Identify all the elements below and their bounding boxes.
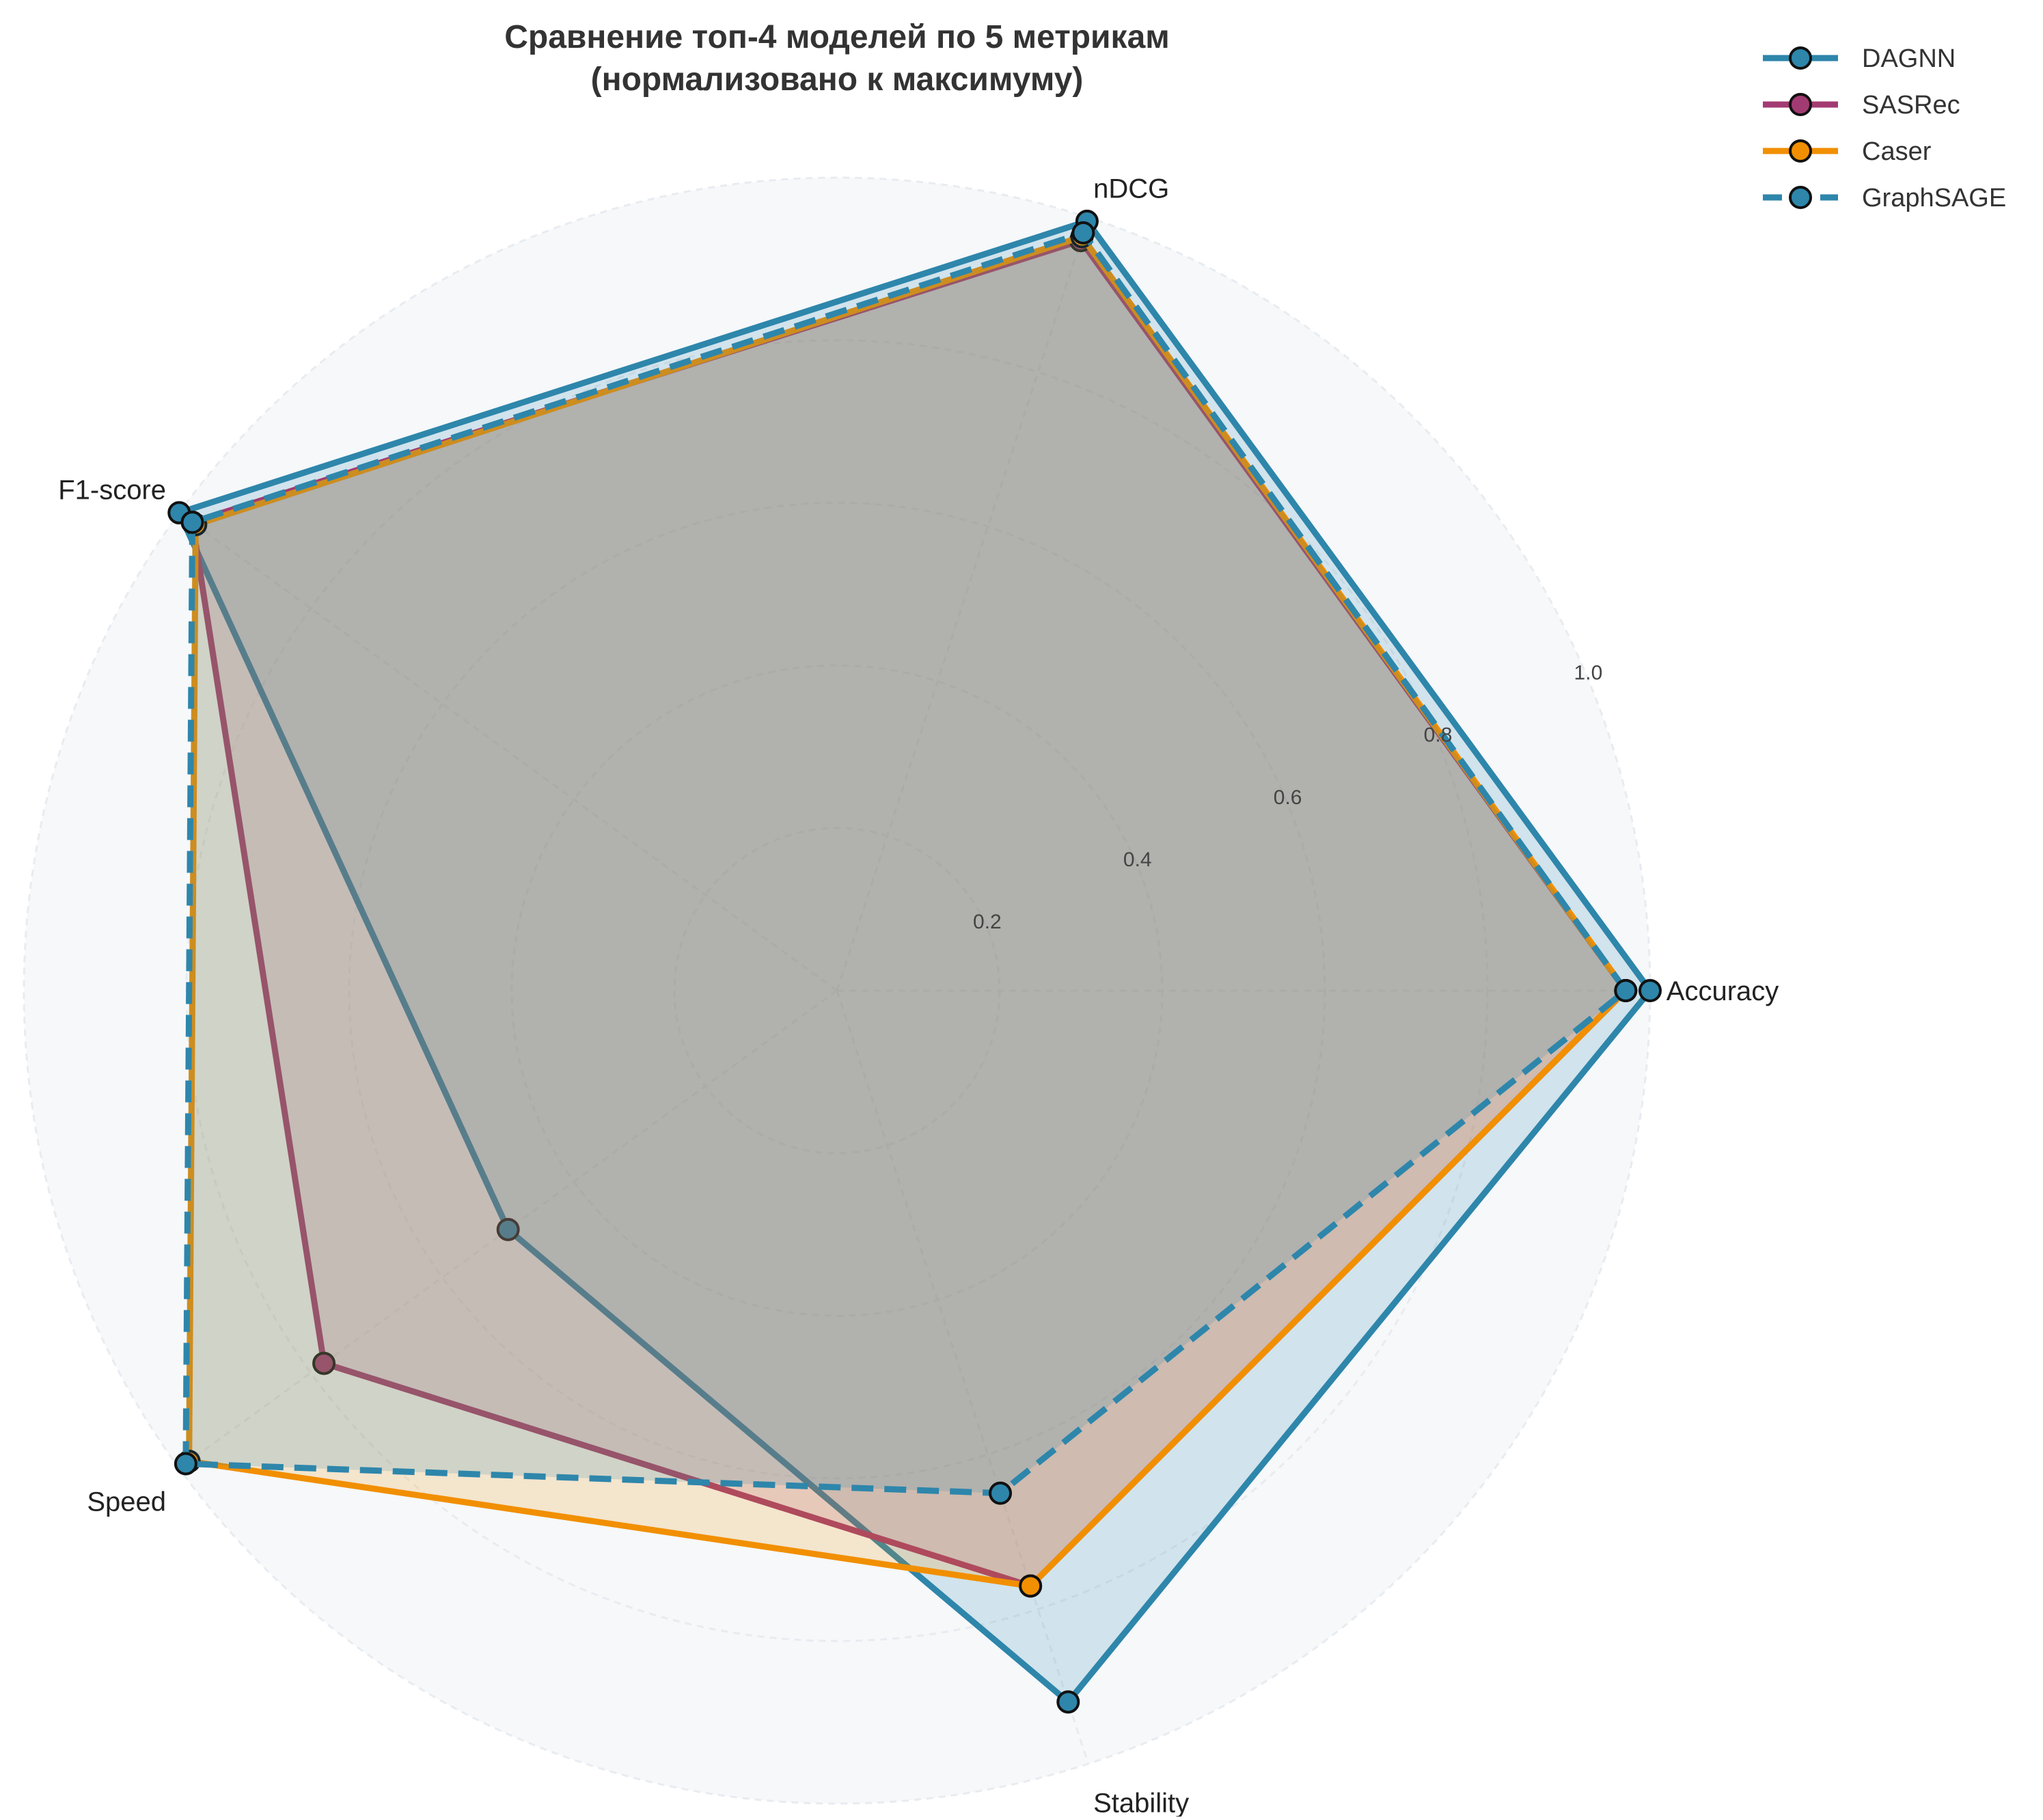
chart-subtitle: (нормализовано к максимуму) (591, 61, 1084, 98)
legend-item-graphsage[interactable]: GraphSAGE (1763, 184, 2006, 212)
axis-labels: Accuracy nDCG F1-score Speed Stability (58, 174, 1779, 1819)
axis-label-f1-score: F1-score (58, 475, 166, 506)
legend-label: DAGNN (1862, 44, 1956, 73)
legend-label: Caser (1862, 137, 1932, 166)
series-fill (185, 232, 1626, 1493)
data-point (496, 1217, 520, 1241)
series-fill (189, 236, 1626, 1586)
data-point (180, 510, 204, 534)
legend-marker (1789, 93, 1812, 116)
radial-tick-label: 1.0 (1574, 662, 1603, 685)
radial-tick-labels: 0.2 0.4 0.6 0.8 1.0 (973, 662, 1602, 933)
axis-label-ndcg: nDCG (1093, 174, 1169, 204)
legend-item-dagnn[interactable]: DAGNN (1763, 44, 1956, 73)
data-point (1071, 221, 1095, 245)
legend-label: GraphSAGE (1862, 184, 2006, 212)
radial-tick-label: 0.2 (973, 911, 1002, 933)
series-line (176, 218, 1654, 1705)
series-layer (167, 209, 1662, 1714)
radial-tick-label: 0.4 (1123, 849, 1152, 871)
series-graphsage (174, 221, 1638, 1505)
data-point (1614, 979, 1638, 1002)
radial-tick-label: 0.8 (1424, 724, 1453, 747)
data-point (1638, 979, 1662, 1002)
legend[interactable]: DAGNN SASRec Caser GraphSAGE (1763, 44, 2006, 212)
legend-item-sasrec[interactable]: SASRec (1763, 91, 1960, 120)
legend-marker (1789, 139, 1812, 163)
data-point (174, 1452, 197, 1476)
grid-spoke (178, 512, 838, 992)
legend-marker (1789, 186, 1812, 209)
data-point (989, 1481, 1013, 1505)
grid-circle (348, 501, 1326, 1480)
radial-tick-label: 0.6 (1274, 786, 1302, 809)
chart-title: Сравнение топ-4 моделей по 5 метрикам (504, 19, 1170, 55)
grid-spoke (836, 990, 1090, 1765)
legend-marker (1789, 46, 1812, 70)
series-fill (192, 240, 1626, 1586)
legend-label: SASRec (1862, 91, 1960, 120)
series-line (182, 230, 1629, 1497)
legend-item-caser[interactable]: Caser (1763, 137, 1932, 166)
data-point (312, 1351, 336, 1375)
grid-spoke (836, 217, 1090, 991)
axis-label-accuracy: Accuracy (1667, 976, 1779, 1006)
axis-label-stability: Stability (1093, 1788, 1189, 1817)
axis-label-speed: Speed (87, 1487, 166, 1517)
data-point (1019, 1574, 1043, 1598)
data-point (1056, 1690, 1080, 1714)
